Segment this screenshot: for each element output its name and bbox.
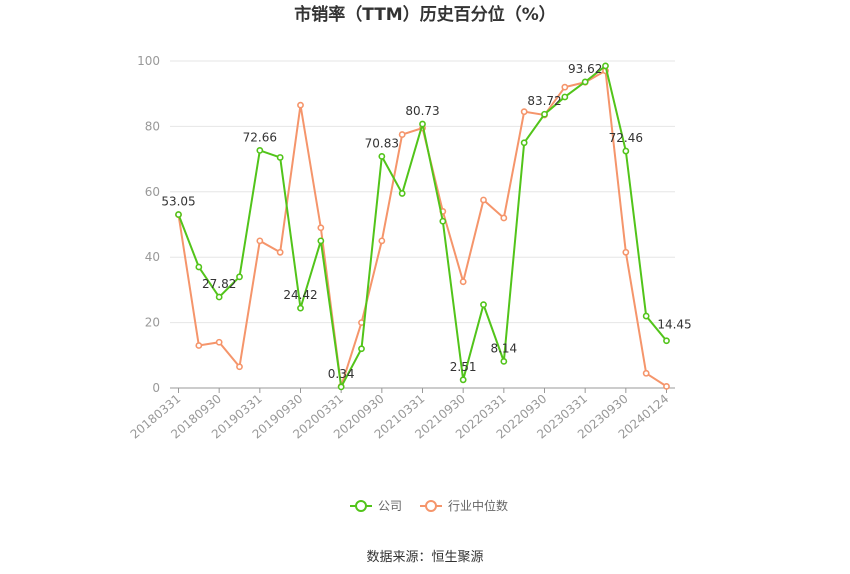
data-point: [459, 376, 467, 384]
data-point: [500, 357, 508, 365]
data-point: [480, 196, 487, 204]
data-point: [378, 237, 386, 245]
data-point: [622, 248, 630, 256]
data-point: [602, 62, 609, 70]
legend-label: 行业中位数: [448, 498, 508, 513]
chart-title: 市销率（TTM）历史百分位（%）: [294, 4, 556, 25]
data-point: [236, 363, 243, 371]
data-point: [175, 211, 182, 218]
data-label: 83.72: [527, 94, 561, 108]
data-point: [398, 190, 406, 197]
data-point: [541, 110, 548, 118]
data-point: [215, 338, 223, 346]
data-label: 0.34: [328, 367, 355, 381]
data-label: 80.73: [405, 104, 439, 118]
y-tick-label: 20: [145, 316, 160, 330]
data-point: [276, 248, 284, 256]
y-tick-label: 40: [145, 250, 160, 264]
legend-marker: [355, 500, 367, 512]
data-point: [358, 345, 365, 353]
data-point: [398, 131, 406, 138]
y-tick-label: 80: [145, 119, 160, 133]
data-point: [642, 312, 650, 320]
data-label: 2.51: [450, 360, 477, 374]
data-label: 53.05: [161, 195, 195, 209]
data-point: [215, 293, 223, 301]
data-point: [561, 93, 569, 101]
data-point: [276, 154, 284, 161]
source-note: 数据来源：恒生聚源: [366, 550, 483, 565]
series-line: [177, 69, 668, 388]
data-label: 72.46: [609, 131, 643, 145]
data-label: 27.82: [202, 277, 236, 291]
data-point: [419, 120, 426, 128]
series-company: [175, 62, 670, 391]
data-point: [195, 263, 203, 271]
data-point: [561, 83, 569, 91]
data-point: [256, 237, 264, 245]
data-label: 14.45: [657, 318, 691, 332]
data-point: [663, 337, 670, 345]
plot-area: [175, 62, 670, 391]
data-labels: 53.05 27.82 72.66 24.42 0.34 70.83 80.73 2.51 8.…: [161, 62, 691, 381]
legend-item-industry[interactable]: 行业中位数: [420, 498, 508, 513]
legend-label: 公司: [378, 499, 402, 513]
data-point: [459, 278, 467, 286]
data-point: [195, 342, 203, 349]
data-point: [337, 383, 345, 391]
data-point: [236, 273, 243, 281]
data-point: [520, 108, 528, 116]
x-axis: 2018033120180930201903312019093020200331…: [128, 387, 675, 442]
data-label: 8.14: [490, 341, 517, 355]
data-point: [297, 304, 304, 312]
data-label: 72.66: [243, 130, 277, 144]
y-tick-label: 100: [137, 54, 160, 68]
data-point: [480, 301, 487, 309]
data-point: [622, 147, 630, 155]
data-point: [317, 237, 325, 245]
data-point: [520, 139, 528, 147]
data-point: [663, 382, 670, 390]
y-axis: 0 20 40 60 80 100: [137, 54, 160, 395]
y-tick-label: 0: [152, 381, 160, 395]
data-point: [642, 369, 650, 377]
data-point: [581, 78, 589, 86]
legend[interactable]: 公司 行业中位数: [350, 498, 508, 513]
legend-marker: [425, 500, 437, 512]
legend-item-company[interactable]: 公司: [350, 499, 402, 513]
y-tick-label: 60: [145, 185, 160, 199]
data-point: [378, 152, 386, 160]
data-label: 93.62: [568, 62, 602, 76]
data-point: [439, 217, 447, 225]
data-label: 24.42: [283, 288, 317, 302]
data-point: [256, 147, 264, 154]
data-point: [500, 214, 508, 222]
data-point: [297, 101, 304, 109]
data-point: [317, 224, 325, 232]
data-label: 70.83: [365, 136, 399, 150]
